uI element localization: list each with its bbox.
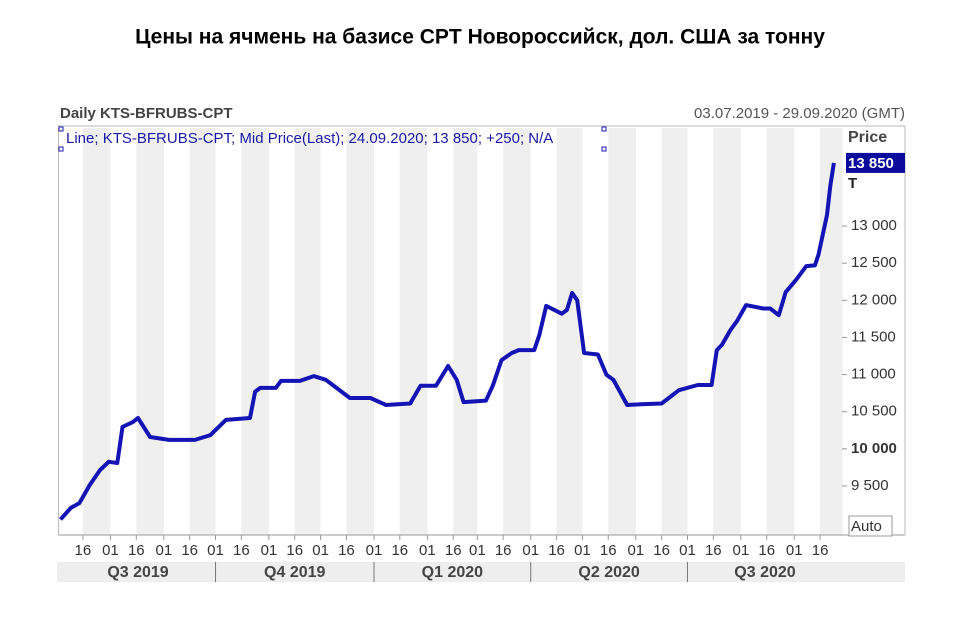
background-band	[556, 128, 583, 535]
y-tick-label: 10 000	[851, 440, 897, 457]
x-tick-label: 16	[75, 542, 92, 559]
legend-text: Line; KTS-BFRUBS-CPT; Mid Price(Last); 2…	[66, 130, 553, 147]
date-range: 03.07.2019 - 29.09.2020 (GMT)	[694, 105, 905, 122]
legend-handle	[58, 146, 64, 152]
x-tick-label: 16	[758, 542, 775, 559]
legend-handle	[601, 146, 607, 152]
current-price-box	[846, 152, 905, 173]
quarter-row	[57, 562, 905, 582]
quarter-label: Q1 2020	[422, 564, 483, 581]
y-axis-label: Price	[848, 129, 887, 146]
background-band	[608, 128, 636, 535]
x-tick-label: 16	[653, 542, 670, 559]
y-tick-label: 13 000	[851, 217, 897, 234]
y-tick-label: 12 000	[851, 291, 897, 308]
x-tick-label: 16	[233, 542, 250, 559]
x-tick-label: 01	[522, 542, 539, 559]
x-tick-label: 16	[286, 542, 303, 559]
auto-button-label[interactable]: Auto	[851, 518, 882, 535]
x-tick-label: 01	[419, 542, 436, 559]
x-tick-label: 16	[812, 542, 829, 559]
background-band	[399, 128, 428, 535]
x-tick-label: 01	[733, 542, 750, 559]
x-tick-label: 01	[261, 542, 278, 559]
legend-handle	[601, 126, 607, 132]
x-tick-label: 01	[207, 542, 224, 559]
quarter-label: Q3 2020	[734, 564, 795, 581]
x-tick-label: 16	[705, 542, 722, 559]
y-tick-label: 9 500	[851, 477, 889, 494]
unit-label: T	[848, 175, 857, 192]
legend-handle	[58, 126, 64, 132]
y-tick-label: 12 500	[851, 254, 897, 271]
x-tick-label: 01	[156, 542, 173, 559]
x-tick-label: 01	[627, 542, 644, 559]
chart-subtitle: Daily KTS-BFRUBS-CPT	[60, 105, 233, 122]
background-band	[294, 128, 321, 535]
price-line	[59, 162, 836, 521]
x-tick-label: 01	[786, 542, 803, 559]
quarter-label: Q2 2020	[578, 564, 639, 581]
x-tick-label: 16	[548, 542, 565, 559]
background-band	[453, 128, 478, 535]
plot-area: 16 01 16 01 16 01 16 01 16 01 16 01 16 01 16 01 16 01 16 01…	[57, 126, 906, 582]
x-tick-label: 16	[495, 542, 512, 559]
background-band	[713, 128, 741, 535]
background-band	[766, 128, 795, 535]
y-tick-label: 10 500	[851, 403, 897, 420]
x-tick-label: 01	[312, 542, 329, 559]
x-tick-label: 01	[366, 542, 383, 559]
background-band	[346, 128, 374, 535]
x-tick-label: 16	[391, 542, 408, 559]
background-band	[661, 128, 688, 535]
background-band	[241, 128, 269, 535]
chart-title: Цены на ячмень на базисе CPT Новороссийс…	[135, 26, 825, 49]
x-tick-label: 16	[181, 542, 198, 559]
auto-button[interactable]	[848, 515, 893, 537]
quarter-label: Q3 2019	[107, 564, 168, 581]
x-tick-label: 01	[469, 542, 486, 559]
y-tick-label: 11 500	[851, 328, 896, 345]
x-tick-label: 16	[128, 542, 145, 559]
background-band	[136, 128, 164, 535]
x-tick-label: 01	[574, 542, 591, 559]
quarter-label: Q4 2019	[264, 564, 325, 581]
background-band	[503, 128, 531, 535]
x-tick-label: 16	[600, 542, 617, 559]
x-tick-label: 16	[445, 542, 462, 559]
x-tick-label: 16	[338, 542, 355, 559]
current-price-label: 13 850	[848, 155, 894, 172]
y-tick-label: 11 000	[851, 366, 896, 383]
x-tick-label: 01	[102, 542, 119, 559]
x-tick-label: 01	[679, 542, 696, 559]
background-band	[189, 128, 216, 535]
